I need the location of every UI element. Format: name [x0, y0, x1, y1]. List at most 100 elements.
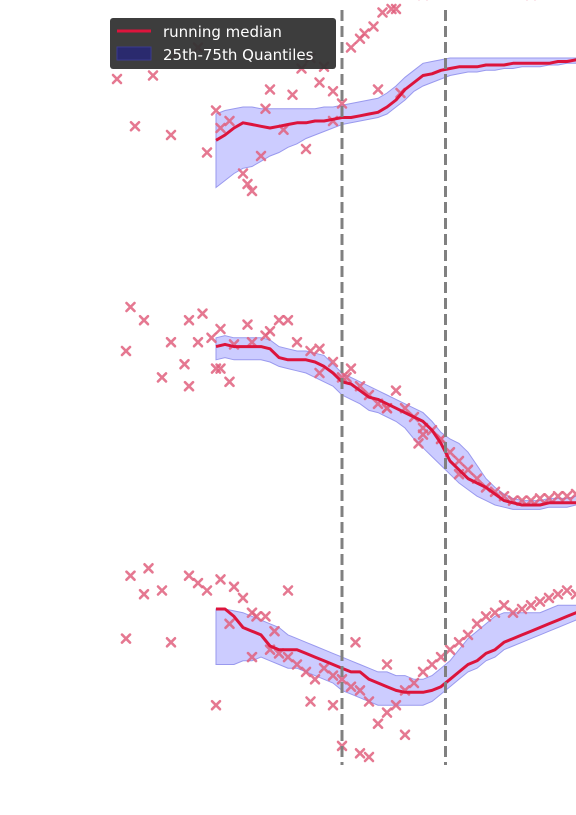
data-point	[269, 625, 280, 637]
data-point	[341, 372, 352, 383]
data-point	[255, 150, 267, 162]
data-point	[300, 666, 312, 678]
data-point	[246, 336, 258, 348]
panel-1	[111, 0, 576, 197]
data-point	[183, 380, 195, 392]
data-point	[183, 314, 195, 326]
data-point	[246, 651, 258, 663]
data-point	[309, 674, 321, 685]
legend-box	[110, 18, 336, 69]
legend-band-swatch	[116, 46, 152, 61]
data-point	[314, 77, 325, 88]
data-point	[543, 592, 555, 604]
data-point	[345, 42, 357, 53]
data-point	[120, 633, 132, 644]
data-point	[453, 637, 465, 648]
data-point	[246, 185, 258, 197]
data-point	[354, 748, 366, 759]
quantile-band	[215, 335, 576, 510]
data-point	[314, 367, 325, 379]
legend-band-label: 25th-75th Quantiles	[163, 46, 314, 64]
data-point	[471, 618, 483, 630]
data-point	[206, 332, 217, 344]
data-point	[273, 314, 285, 326]
data-point	[300, 143, 312, 155]
data-point	[305, 696, 316, 707]
data-point	[377, 7, 388, 18]
data-point	[480, 611, 492, 622]
data-point	[215, 323, 226, 335]
data-point	[350, 637, 361, 648]
legend: running median 25th-75th Quantiles	[110, 18, 336, 69]
data-point	[336, 674, 348, 685]
data-point	[516, 603, 528, 615]
data-point	[138, 588, 150, 600]
data-point	[228, 581, 240, 593]
data-point	[327, 85, 339, 97]
data-point	[125, 301, 136, 313]
data-point	[359, 28, 370, 39]
data-point	[408, 677, 420, 689]
data-point	[318, 662, 330, 674]
data-point	[417, 666, 429, 678]
data-point	[561, 585, 573, 596]
data-point	[462, 629, 474, 641]
data-point	[368, 21, 379, 32]
data-point	[260, 611, 271, 622]
data-point	[291, 336, 303, 348]
data-point	[183, 570, 195, 581]
data-point	[314, 343, 325, 355]
data-point	[147, 70, 159, 81]
data-point	[237, 592, 249, 604]
data-point	[165, 637, 177, 648]
data-point	[125, 570, 136, 581]
data-point	[534, 596, 546, 607]
data-point	[507, 607, 519, 618]
median-line	[215, 58, 576, 142]
panel-2	[120, 301, 576, 510]
data-point	[399, 729, 411, 741]
data-point	[413, 438, 424, 449]
data-point	[224, 618, 235, 630]
data-point	[282, 651, 294, 663]
data-point	[305, 345, 316, 357]
data-point	[242, 178, 253, 190]
data-point	[264, 325, 276, 337]
data-point	[287, 89, 298, 101]
data-point	[489, 607, 501, 618]
data-point	[111, 73, 123, 85]
data-point	[327, 670, 339, 681]
data-point	[264, 84, 276, 95]
data-point	[242, 319, 253, 330]
data-point	[336, 740, 348, 752]
data-point	[224, 115, 235, 127]
data-point	[224, 376, 235, 388]
data-point	[165, 129, 177, 141]
data-point	[381, 659, 393, 670]
data-point	[570, 488, 576, 500]
data-point	[192, 336, 204, 348]
quantile-band	[215, 57, 576, 189]
data-point	[327, 699, 339, 711]
data-point	[453, 455, 465, 467]
data-point	[129, 120, 141, 132]
data-point	[354, 685, 366, 696]
data-point	[363, 696, 375, 707]
data-point	[327, 356, 339, 368]
data-point	[390, 699, 402, 711]
data-point	[525, 495, 537, 506]
data-point	[237, 168, 249, 179]
data-point	[210, 699, 222, 711]
median-line	[216, 607, 576, 694]
data-point	[138, 314, 150, 326]
data-point	[552, 588, 564, 600]
data-point	[444, 644, 456, 655]
data-point	[282, 314, 294, 326]
panel-3	[120, 563, 576, 763]
data-point	[525, 600, 537, 611]
data-point	[435, 651, 447, 663]
data-point	[120, 345, 132, 357]
data-point	[345, 363, 357, 374]
data-point	[381, 707, 393, 718]
data-point	[192, 577, 204, 589]
